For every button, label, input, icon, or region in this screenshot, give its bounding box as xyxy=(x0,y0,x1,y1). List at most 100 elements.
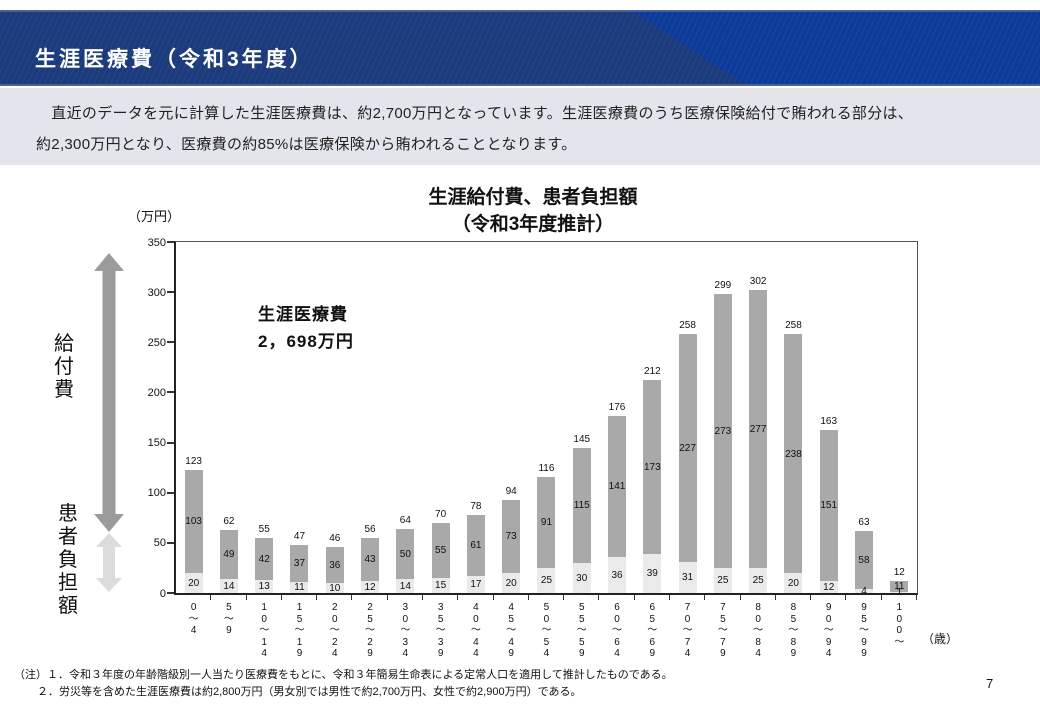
stacked-bar xyxy=(396,528,415,593)
intro-line-2: 約2,300万円となり、医療費の約85%は医療保険から賄われることとなります。 xyxy=(36,136,577,153)
x-axis-tick xyxy=(245,595,247,600)
patient-segment xyxy=(749,567,768,593)
stacked-bar xyxy=(361,537,380,593)
x-axis-label-char: 0 xyxy=(402,613,409,625)
y-axis-tick-label: 0 xyxy=(159,587,166,600)
benefit-segment xyxy=(255,537,274,580)
x-axis-label-char: 〜 xyxy=(435,625,446,636)
x-axis-tick xyxy=(739,595,741,600)
intro-line-1: 直近のデータを元に計算した生涯医療費は、約2,700万円となっています。生涯医療… xyxy=(36,105,914,122)
x-axis-label-char: 4 xyxy=(508,602,514,613)
bar-slot: 63 58 4 9 5 〜 9 9 xyxy=(846,242,882,659)
bar-slot: 78 61 17 4 0 〜 4 4 xyxy=(458,242,494,659)
benefit-value-label: 11 xyxy=(894,581,905,593)
x-axis-tick xyxy=(492,595,494,600)
bar-total-label: 123 xyxy=(185,455,202,467)
benefit-value-label: 49 xyxy=(223,549,235,561)
patient-segment xyxy=(255,579,274,593)
patient-value-label: 11 xyxy=(294,582,305,594)
patient-value-label: 36 xyxy=(611,569,623,581)
benefit-value-label: 151 xyxy=(820,500,838,512)
x-axis-label-char: 5 xyxy=(578,636,585,648)
benefit-value-label: 103 xyxy=(185,516,202,528)
x-axis-label-char: 9 xyxy=(861,648,867,659)
y-axis-tick xyxy=(167,241,174,243)
benefit-value-label: 42 xyxy=(258,553,270,565)
patient-value-label: 15 xyxy=(435,580,447,592)
y-axis-unit-label: （万円） xyxy=(128,209,181,224)
benefit-value-label: 36 xyxy=(329,559,341,571)
x-axis-category-label: 4 5 〜 4 9 xyxy=(506,602,516,660)
x-axis-label-char: 4 xyxy=(755,648,761,659)
x-axis-label-char: 0 xyxy=(755,613,761,625)
bar-slot: 55 42 13 1 0 〜 1 4 xyxy=(247,242,282,659)
x-axis-label-char: 〜 xyxy=(365,625,376,636)
x-axis-label-char: 4 xyxy=(473,636,479,648)
bar-total-label: 258 xyxy=(679,320,696,332)
x-axis-tick xyxy=(704,595,706,600)
x-axis-label-char: 〜 xyxy=(682,625,693,636)
bar-total-label: 145 xyxy=(573,433,591,445)
x-axis-label-char: 2 xyxy=(331,636,338,648)
benefit-segment xyxy=(608,415,627,557)
bar-total-label: 47 xyxy=(293,530,306,542)
intro-text: 直近のデータを元に計算した生涯医療費は、約2,700万円となっています。生涯医療… xyxy=(36,98,1016,160)
y-axis-tick-label: 300 xyxy=(147,286,166,299)
benefit-side-label: 給付費 xyxy=(54,333,74,402)
stacked-bar xyxy=(854,530,873,593)
x-axis-label-char: 7 xyxy=(720,636,726,648)
x-axis-label-char: 〜 xyxy=(858,625,869,636)
benefit-value-label: 227 xyxy=(679,443,696,455)
x-axis-category-label: 9 0 〜 9 4 xyxy=(824,602,834,660)
benefit-segment xyxy=(325,546,344,583)
bar-total-label: 64 xyxy=(399,514,411,526)
x-axis-label-char: 9 xyxy=(861,602,867,613)
x-axis-label-char: 〜 xyxy=(259,625,270,636)
x-axis-tick xyxy=(598,595,600,600)
x-axis-label-char: 2 xyxy=(331,602,338,613)
x-axis-label-char: 0 xyxy=(614,613,620,625)
x-axis-label-char: 4 xyxy=(473,602,479,613)
patient-segment xyxy=(431,577,450,593)
benefit-segment xyxy=(219,529,238,579)
bar-total-label: 116 xyxy=(538,462,555,474)
x-axis-category-label: 3 5 〜 3 9 xyxy=(436,602,446,660)
x-axis-tick xyxy=(386,595,388,600)
x-axis-label-char: 4 xyxy=(402,648,409,659)
x-axis-category-label: 8 5 〜 8 9 xyxy=(788,602,798,660)
patient-segment xyxy=(184,572,203,593)
x-axis-tick xyxy=(633,595,635,600)
x-axis-category-label: 1 0 0 〜 xyxy=(894,602,904,648)
x-axis-label-char: 6 xyxy=(649,636,656,648)
x-axis-label-char: 7 xyxy=(684,636,691,648)
x-axis-label-char: 〜 xyxy=(400,625,411,636)
stacked-bar xyxy=(749,290,768,593)
x-axis-label-char: 0 xyxy=(190,602,197,613)
x-axis-label-char: 〜 xyxy=(717,625,728,636)
y-axis-tick xyxy=(167,592,174,594)
x-axis-label-char: 9 xyxy=(790,648,797,659)
x-axis-label-char: 〜 xyxy=(223,613,234,625)
y-axis-tick-label: 150 xyxy=(147,437,166,450)
x-axis-label-char: 3 xyxy=(437,602,444,613)
chart-title-line-2: （令和3年度推計） xyxy=(451,214,615,235)
x-axis-label-char: 4 xyxy=(684,648,691,659)
lifetime-cost-annotation: 生涯医療費 2，698万円 xyxy=(258,301,354,355)
bar-slot: 299 273 25 7 5 〜 7 9 xyxy=(705,242,741,659)
benefit-value-label: 173 xyxy=(643,462,661,474)
x-axis-tick xyxy=(915,595,917,600)
vertical-char: 給 xyxy=(54,333,74,355)
stacked-bar xyxy=(466,514,485,593)
stacked-bar xyxy=(325,546,344,593)
bar-total-label: 63 xyxy=(858,516,870,528)
x-axis-label-char: 9 xyxy=(578,648,585,659)
x-axis-label-char: 0 xyxy=(331,613,338,625)
benefit-value-label: 238 xyxy=(785,448,802,460)
x-axis-label-char: 〜 xyxy=(894,636,905,648)
patient-segment xyxy=(290,581,309,593)
x-axis-tick xyxy=(351,595,353,600)
stacked-bar xyxy=(608,415,627,593)
benefit-segment xyxy=(572,447,591,563)
vertical-char: 患 xyxy=(58,503,78,525)
benefit-arrow xyxy=(94,253,124,532)
